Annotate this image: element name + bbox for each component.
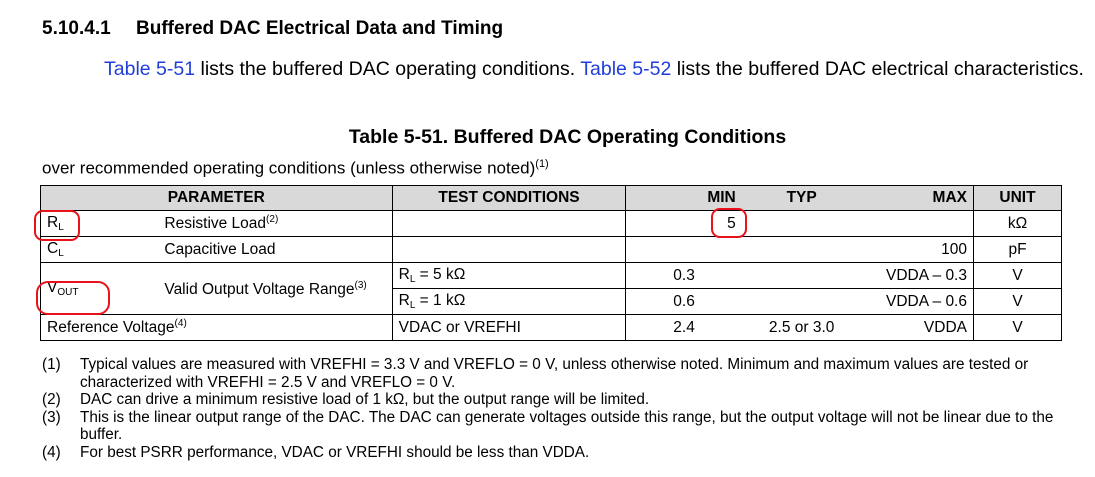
description-cell: Resistive Load(2) — [158, 210, 393, 237]
typ-cell: 2.5 or 3.0 — [741, 314, 862, 341]
table-header-row: PARAMETER TEST CONDITIONS MIN TYP MAX UN… — [40, 185, 1062, 211]
description-cell: Capacitive Load — [158, 236, 393, 263]
table-title: Table 5-51. Buffered DAC Operating Condi… — [348, 126, 787, 148]
table-conditions: over recommended operating conditions (u… — [42, 158, 549, 178]
unit-cell: V — [973, 262, 1062, 289]
min-cell: 2.4 — [625, 314, 742, 341]
max-cell: 100 — [861, 236, 974, 263]
max-cell: VDDA — [861, 314, 974, 341]
symbol-cell: RL — [40, 210, 159, 237]
header-typ: TYP — [741, 185, 862, 211]
typ-cell — [741, 210, 862, 237]
table-row: VOUT Valid Output Voltage Range(3) RL = … — [40, 262, 1062, 315]
max-cell: VDDA – 0.3 — [861, 262, 974, 289]
test-cell: RL = 1 kΩ — [391, 288, 627, 315]
min-cell — [625, 236, 742, 263]
intro-paragraph: Table 5-51 lists the buffered DAC operat… — [104, 58, 1084, 80]
min-cell: 0.6 — [625, 288, 742, 315]
footnotes: (1) Typical values are measured with VREF… — [42, 356, 1082, 461]
table-5-52-link[interactable]: Table 5-52 — [580, 58, 672, 80]
unit-cell: V — [973, 288, 1062, 315]
symbol-cell: CL — [40, 236, 159, 263]
min-cell: 0.3 — [625, 262, 742, 289]
unit-cell: kΩ — [973, 210, 1062, 237]
header-min: MIN — [625, 185, 742, 211]
table-row: Reference Voltage(4) VDAC or VREFHI 2.4 … — [40, 314, 1062, 341]
description-cell: Reference Voltage(4) — [40, 314, 393, 341]
table-row: RL Resistive Load(2) 5 kΩ — [40, 210, 1062, 237]
typ-cell — [741, 262, 862, 289]
header-test-conditions: TEST CONDITIONS — [391, 185, 627, 211]
header-parameter: PARAMETER — [40, 185, 393, 211]
section-heading: 5.10.4.1 Buffered DAC Electrical Data and… — [42, 18, 503, 40]
typ-cell — [741, 236, 862, 263]
header-unit: UNIT — [973, 185, 1062, 211]
table-5-51-link[interactable]: Table 5-51 — [104, 58, 196, 80]
footnote: (3) This is the linear output range of th… — [42, 408, 1054, 444]
header-max: MAX — [861, 185, 974, 211]
footnote: (2) DAC can drive a minimum resistive loa… — [42, 391, 650, 408]
section-number: 5.10.4.1 — [42, 18, 111, 39]
table-row: RL = 1 kΩ 0.6 VDDA – 0.6 V — [41, 288, 1062, 315]
test-cell: RL = 5 kΩ — [391, 262, 627, 289]
footnote: (1) Typical values are measured with VREF… — [42, 356, 1029, 391]
test-cell — [391, 236, 627, 263]
test-cell: VDAC or VREFHI — [391, 314, 627, 341]
description-cell: Valid Output Voltage Range(3) — [158, 262, 393, 315]
footnote: (4) For best PSRR performance, VDAC or VR… — [42, 443, 590, 461]
min-cell: 5 — [625, 210, 742, 237]
test-cell — [391, 210, 627, 237]
max-cell: VDDA – 0.6 — [861, 288, 974, 315]
symbol-cell: VOUT — [40, 262, 159, 315]
typ-cell — [741, 288, 862, 315]
unit-cell: pF — [973, 236, 1062, 263]
max-cell — [861, 210, 974, 237]
unit-cell: V — [973, 314, 1062, 341]
section-title: Buffered DAC Electrical Data and Timing — [136, 18, 504, 39]
table-row: CL Capacitive Load 100 pF — [40, 236, 1062, 263]
footnote-ref[interactable]: (1) — [535, 158, 549, 170]
operating-conditions-table: PARAMETER TEST CONDITIONS MIN TYP MAX UN… — [40, 185, 1062, 341]
